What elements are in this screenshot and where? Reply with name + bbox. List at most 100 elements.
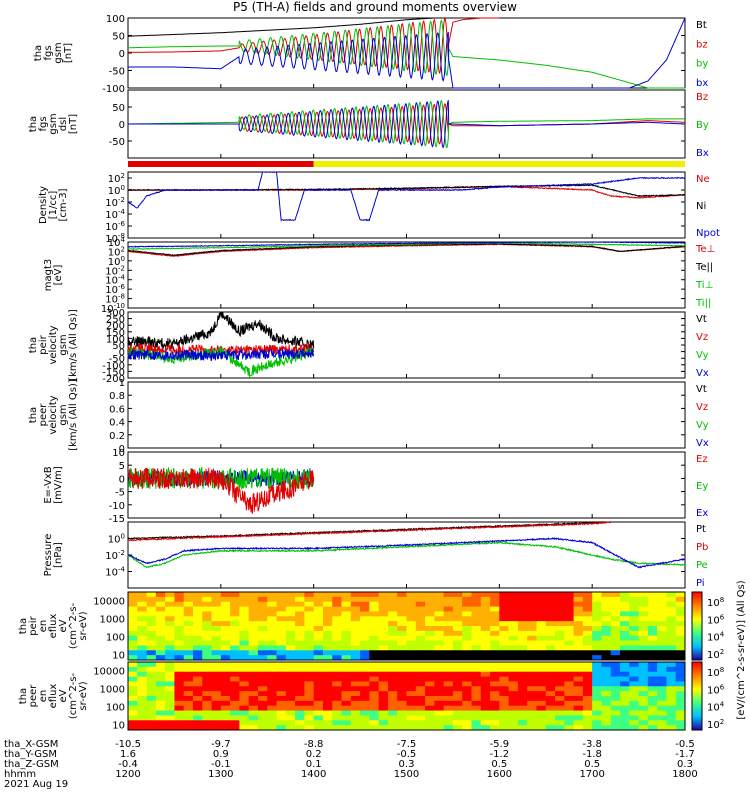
date-label: 2021 Aug 19 [4,779,68,790]
spectrogram-cells [128,592,686,661]
tick-label: 1000 [100,615,125,626]
y-axis-label: (cm^2-s- [68,672,79,719]
y-axis-label: [1/cc] [48,191,59,220]
tick-label: 0.4 [109,418,125,429]
tick-label: 108 [707,666,724,679]
tick-label: 10000 [93,667,125,678]
tick-label: 0 [119,348,125,359]
legend-entry: bz [696,39,708,50]
y-axis-label: eflux [48,684,59,709]
tick-label: 102 [707,718,724,731]
mode-bar-segment [128,161,314,167]
tick-label: 50 [112,32,125,43]
legend-entry: Ti⊥ [695,280,713,291]
ephemeris-value: 1.6 [120,749,136,760]
ephemeris-value: 1300 [208,769,233,780]
tick-label: 102 [707,648,724,661]
series-line-pi [127,537,685,569]
y-axis-label: en [38,620,49,633]
legend-entry: Ex [696,508,708,519]
panel-frame [127,171,686,239]
ephemeris-value: 1400 [301,769,326,780]
colorbar [691,591,703,661]
series-line-ez [127,467,315,514]
y-axis-label: eV [58,619,69,632]
ephemeris-value: -1.2 [490,749,510,760]
legend-entry: Vt [696,314,707,325]
panel-frame [127,661,686,731]
legend-entry: Ni [696,201,706,212]
tick-label: 10 [112,651,125,662]
ephemeris-value: 0.1 [306,759,322,770]
y-axis-label: [nT] [68,114,79,134]
legend-entry: Ez [696,454,708,465]
y-axis-label: gsm [48,113,59,134]
y-axis-label: magt3 [43,259,54,292]
panel-frame [127,521,686,589]
tick-label: 200 [106,321,125,332]
ephemeris-value: 1800 [672,769,697,780]
ephemeris-value: -10.5 [115,739,141,750]
legend-entry: Vx [696,368,709,379]
legend-entry: Pt [696,524,706,535]
ephemeris-value: 0.3 [677,759,693,770]
tick-label: 300 [106,308,125,319]
series-line-vy [127,346,315,378]
ephemeris-value: 0.5 [584,759,600,770]
tick-label: 10000 [93,597,125,608]
ephemeris-value: -1.8 [582,749,602,760]
legend-entry: Bt [696,20,707,31]
y-axis-label: gsm [58,404,69,425]
y-axis-label: Density [38,186,49,224]
tick-label: 104 [707,701,725,714]
tick-label: 0.2 [109,431,125,442]
y-axis-label: tha [28,407,39,423]
tick-label: 100 [106,14,125,25]
series-line-npot [127,171,686,222]
legend-entry: Vy [696,420,709,431]
tick-label: 0 [119,444,125,455]
series-line-bz [128,17,500,75]
tick-label: 50 [112,103,125,114]
page-title: P5 (TH-A) fields and ground moments over… [233,0,517,14]
y-axis-label: tha [18,688,29,704]
legend-entry: Vz [696,402,708,413]
tick-label: 150 [106,328,125,339]
y-axis-label: (cm^2-s- [68,602,79,649]
tick-label: 10 [112,721,125,732]
ephemeris-value: -0.5 [397,749,417,760]
y-axis-label: eV [58,689,69,702]
legend-entry: Pi [696,578,705,589]
legend-entry: Te⊥ [695,244,715,255]
ephemeris-value: 0.9 [213,749,229,760]
y-axis-label: peir [38,334,49,354]
tick-label: 104 [707,631,725,644]
legend-entry: Pe [696,560,708,571]
ephemeris-value: -1.7 [675,749,695,760]
y-axis-label: peir [28,615,39,635]
tick-label: 250 [106,315,125,326]
legend-entry: Bz [696,92,708,103]
y-axis-label: peer [38,403,49,427]
tick-label: 0 [119,49,125,60]
series-line-bt [128,17,449,37]
ephemeris-value: 1500 [394,769,419,780]
y-axis-label: [eV] [53,265,64,286]
ephemeris-value: 1600 [487,769,512,780]
ephemeris-label: tha_Z-GSM [4,759,59,770]
series-line-ti [127,241,685,251]
tick-label: -15 [109,514,125,525]
y-axis-label: E=-VxB [43,466,54,503]
y-axis-label: tha [18,618,29,634]
spectrogram-cells [128,662,686,731]
y-axis-label: velocity [48,395,59,434]
y-axis-label: eflux [48,614,59,639]
series-line-vz [127,342,315,357]
legend-entry: bx [696,78,708,89]
series-line-ni [127,184,686,198]
series-line-by [127,19,685,89]
legend-entry: Ne [696,174,710,185]
tick-label: 0 [119,120,125,131]
y-axis-label: tha [28,337,39,353]
y-axis-label: [nPa] [53,542,64,568]
